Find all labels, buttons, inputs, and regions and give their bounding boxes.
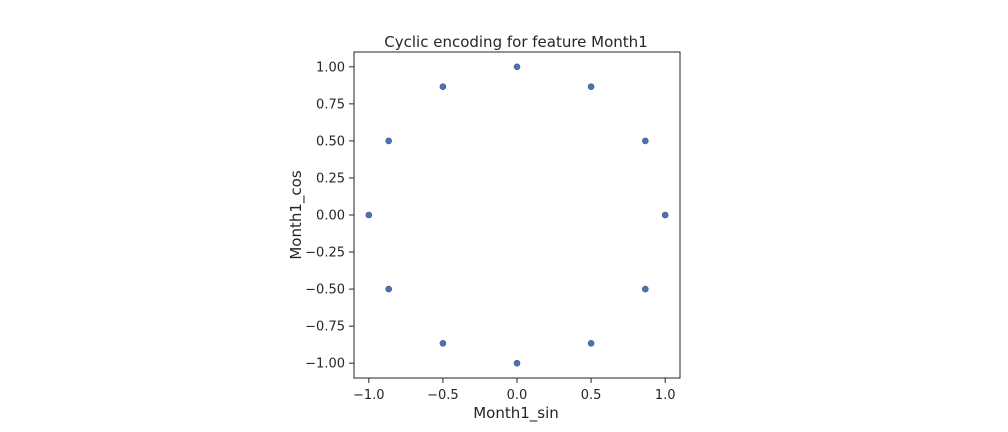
scatter-point: [587, 340, 595, 347]
x-axis-label: Month1_sin: [473, 404, 559, 423]
scatter-point: [661, 211, 669, 219]
x-axis-ticks: −1.0 −0.5 0.0 0.5 1.0: [353, 378, 676, 403]
y-tick-label: −0.25: [305, 246, 345, 261]
scatter-point: [642, 285, 649, 293]
scatter-point: [385, 285, 392, 293]
scatter-point: [439, 83, 447, 90]
plot-area-frame: [353, 51, 681, 379]
y-tick-label: 0.50: [316, 134, 345, 149]
x-tick-label: −1.0: [353, 388, 385, 403]
x-tick-label: 0.0: [507, 388, 528, 403]
y-tick-label: −0.75: [305, 320, 345, 335]
scatter-point: [587, 83, 595, 90]
y-tick-label: −0.50: [305, 283, 345, 298]
x-tick-label: 0.5: [581, 388, 602, 403]
y-axis-ticks: 1.00 0.75 0.50 0.25 0.00 −0.25 −0.50 −0.75 −1.00: [305, 60, 354, 372]
y-axis-label: Month1_cos: [287, 170, 306, 259]
scatter-point: [365, 211, 373, 219]
y-tick-label: 1.00: [316, 60, 345, 75]
scatter-point: [439, 340, 447, 347]
x-tick-label: −0.5: [427, 388, 459, 403]
y-tick-label: 0.75: [316, 97, 345, 112]
y-tick-label: 0.25: [316, 171, 345, 186]
y-tick-label: −1.00: [305, 357, 345, 372]
chart-title: Cyclic encoding for feature Month1: [384, 33, 647, 51]
y-tick-label: 0.00: [316, 209, 345, 224]
x-tick-label: 1.0: [655, 388, 676, 403]
scatter-points: [365, 63, 669, 367]
scatter-point: [642, 137, 649, 145]
scatter-point: [513, 359, 521, 367]
scatter-point: [513, 63, 521, 71]
scatter-point: [385, 137, 392, 145]
